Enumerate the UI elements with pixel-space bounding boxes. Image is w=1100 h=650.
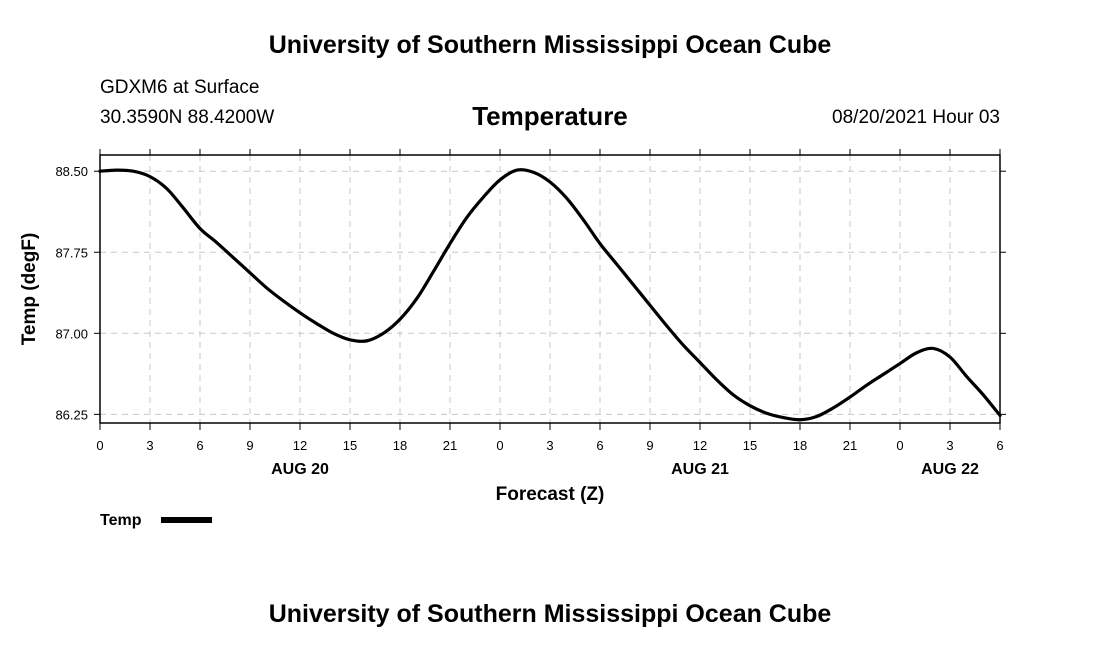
legend: Temp: [100, 512, 212, 529]
x-tick-label: 6: [596, 438, 603, 453]
day-label: AUG 22: [921, 461, 979, 478]
series-line-temp: [98, 168, 1002, 422]
station-name: GDXM6 at Surface: [100, 77, 260, 98]
x-tick-label: 15: [343, 438, 357, 453]
plot-frame: [99, 154, 1001, 424]
day-label: AUG 20: [271, 461, 329, 478]
tick-labels: 0 3 6 9 12 15 18 21 0 3 6 9 12 15 18 21 0 3 6 86.25 87.00 87.…: [55, 164, 1003, 478]
y-tick-label: 88.50: [55, 164, 88, 179]
station-coordinates: 30.3590N 88.4200W: [100, 107, 275, 128]
x-tick-label: 3: [146, 438, 153, 453]
y-tick-label: 87.00: [55, 326, 88, 341]
x-tick-label: 0: [96, 438, 103, 453]
x-tick-label: 0: [896, 438, 903, 453]
y-tick-label: 86.25: [55, 407, 88, 422]
x-tick-label: 18: [393, 438, 407, 453]
forecast-datestamp: 08/20/2021 Hour 03: [832, 107, 1000, 128]
x-tick-label: 15: [743, 438, 757, 453]
x-tick-label: 0: [496, 438, 503, 453]
x-tick-label: 9: [646, 438, 653, 453]
chart-title: Temperature: [472, 101, 628, 131]
x-tick-label: 12: [293, 438, 307, 453]
x-tick-label: 12: [693, 438, 707, 453]
bottom-title: University of Southern Mississippi Ocean…: [268, 600, 832, 628]
y-axis-title: Temp (degF): [19, 233, 40, 346]
x-tick-label: 6: [996, 438, 1003, 453]
legend-label-temp: Temp: [100, 512, 142, 529]
top-title: University of Southern Mississippi Ocean…: [268, 31, 832, 59]
x-tick-label: 9: [246, 438, 253, 453]
x-tick-label: 3: [946, 438, 953, 453]
x-axis-title: Forecast (Z): [496, 484, 605, 505]
axis-ticks: [94, 149, 1006, 430]
day-label: AUG 21: [671, 461, 729, 478]
x-tick-label: 21: [843, 438, 857, 453]
series-layer: [98, 168, 1002, 422]
grid: [100, 155, 1000, 423]
x-tick-label: 21: [443, 438, 457, 453]
y-tick-label: 87.75: [55, 245, 88, 260]
x-tick-label: 6: [196, 438, 203, 453]
x-tick-label: 3: [546, 438, 553, 453]
x-tick-label: 18: [793, 438, 807, 453]
